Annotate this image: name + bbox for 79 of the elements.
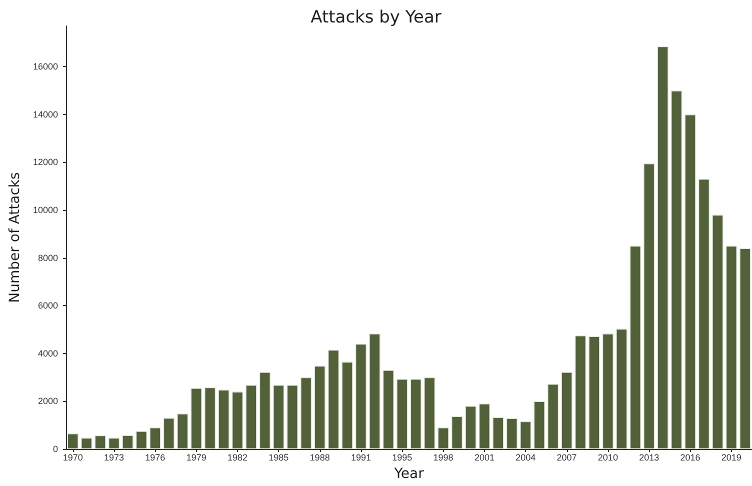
bar <box>643 163 655 449</box>
bar <box>396 378 408 449</box>
x-tick-label: 1979 <box>186 452 206 462</box>
x-tick-label: 1973 <box>104 452 124 462</box>
x-tick-label: 1998 <box>433 452 454 462</box>
bar <box>588 336 600 449</box>
bar <box>67 433 78 449</box>
bar <box>108 438 120 449</box>
x-tick-label: 1982 <box>227 452 248 462</box>
bar <box>740 248 751 449</box>
bar <box>355 344 367 449</box>
bar <box>94 435 106 449</box>
x-tick-label: 2004 <box>516 452 536 462</box>
x-tick-label: 1976 <box>145 452 166 462</box>
bar <box>492 417 504 449</box>
bar <box>520 421 532 449</box>
x-tick-label: 1995 <box>392 452 412 462</box>
bar <box>506 418 518 449</box>
bar <box>602 334 614 449</box>
bar <box>670 90 682 449</box>
bar <box>300 377 312 449</box>
y-tick-label: 8000 <box>38 252 58 263</box>
y-tick-label: 14000 <box>32 109 58 120</box>
bar <box>424 377 436 449</box>
x-axis-title: Year <box>393 466 424 482</box>
y-tick-label: 2000 <box>38 396 58 406</box>
bar <box>534 401 545 449</box>
y-tick-label: 0 <box>52 444 58 454</box>
bar <box>232 392 244 449</box>
bar <box>204 387 216 449</box>
bar <box>122 435 134 449</box>
bar <box>218 390 230 449</box>
bar <box>547 384 559 449</box>
x-tick-label: 2016 <box>680 452 700 462</box>
x-tick-label: 2019 <box>721 452 742 462</box>
bar <box>616 328 628 449</box>
bar <box>712 214 724 449</box>
bar <box>382 370 394 449</box>
bar <box>259 372 271 449</box>
x-tick-label: 2010 <box>598 452 618 462</box>
y-tick-label: 16000 <box>32 62 58 72</box>
bar <box>684 114 696 449</box>
x-tick-label: 2001 <box>474 452 494 462</box>
bar <box>410 378 422 449</box>
bar <box>150 427 161 449</box>
x-tick-label: 1985 <box>268 452 289 462</box>
y-tick-label: 4000 <box>38 348 58 358</box>
bar <box>726 246 738 449</box>
y-tick-label: 6000 <box>38 300 58 311</box>
bar <box>574 335 586 449</box>
y-axis-title: Number of Attacks <box>7 172 23 303</box>
bar <box>698 178 710 449</box>
chart-title: Attacks by Year <box>310 8 442 28</box>
bar <box>657 46 668 449</box>
x-tick-label: 1988 <box>310 452 330 462</box>
bar <box>630 246 642 449</box>
bar <box>136 431 148 449</box>
bar <box>176 414 188 449</box>
bar <box>451 416 463 449</box>
bar <box>478 404 490 449</box>
bar <box>438 427 449 449</box>
bar <box>273 384 284 449</box>
bar <box>561 372 572 449</box>
bar <box>342 362 353 449</box>
x-tick-label: 1970 <box>62 452 83 462</box>
bar <box>80 438 92 449</box>
y-tick-label: 12000 <box>32 157 58 168</box>
bar <box>369 334 380 449</box>
x-tick-label: 2007 <box>556 452 577 462</box>
x-tick-label: 2013 <box>639 452 660 462</box>
bar <box>286 384 298 449</box>
y-tick-label: 10000 <box>32 205 58 216</box>
bar <box>328 350 340 449</box>
x-tick-label: 1991 <box>350 452 371 462</box>
bar <box>246 384 257 449</box>
bar <box>163 418 175 449</box>
bar <box>465 406 476 449</box>
bar <box>190 388 202 449</box>
bar <box>314 366 326 449</box>
